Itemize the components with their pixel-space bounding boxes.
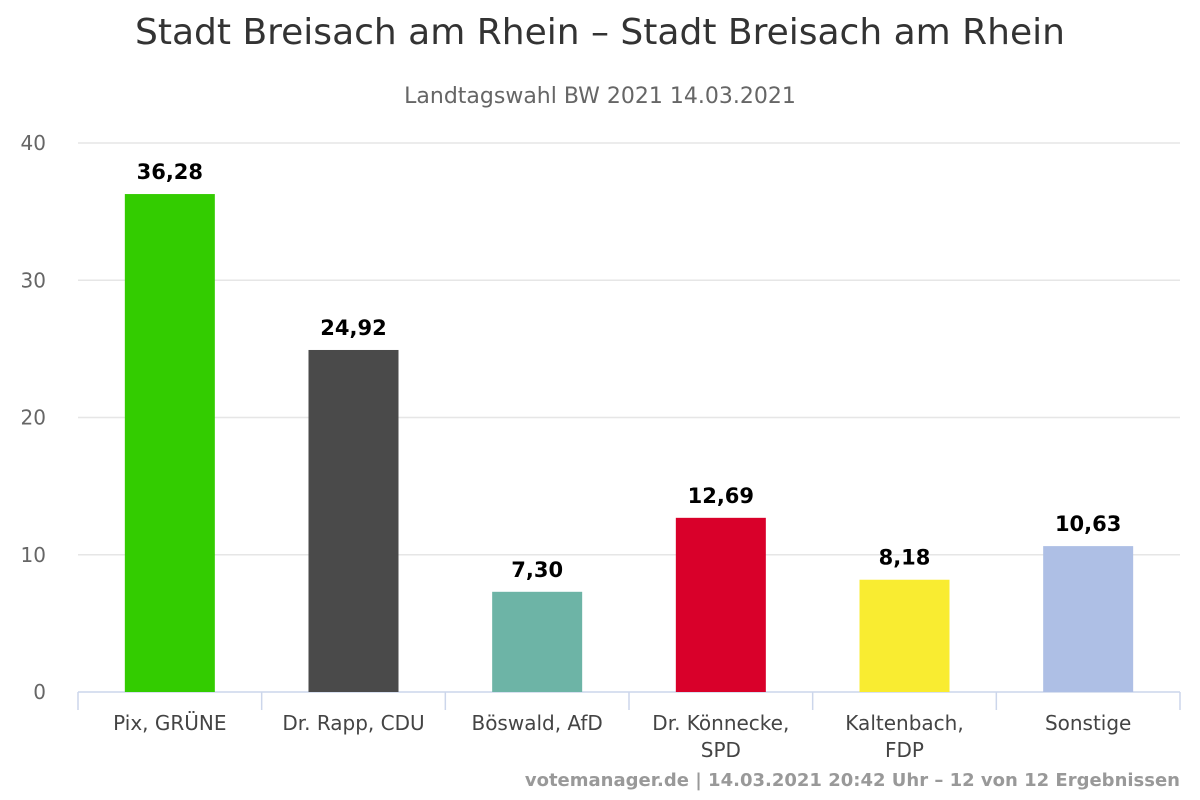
y-tick-label: 10 [21,543,46,567]
y-tick-label: 40 [21,131,46,155]
y-tick-label: 0 [33,680,46,704]
x-category-label: Kaltenbach, [845,711,963,735]
x-category-label: SPD [701,738,741,762]
data-label: 12,69 [688,484,754,508]
data-label: 8,18 [879,546,931,570]
chart-subtitle: Landtagswahl BW 2021 14.03.2021 [404,84,796,109]
bar-3 [492,591,583,692]
x-category-label: Sonstige [1045,711,1131,735]
y-tick-label: 20 [21,406,46,430]
bar-4 [675,517,766,692]
x-category-label: Dr. Könnecke, [652,711,789,735]
data-label: 10,63 [1055,512,1121,536]
data-label: 36,28 [137,160,203,184]
x-category-label: Dr. Rapp, CDU [282,711,424,735]
data-label: 7,30 [511,558,563,582]
y-tick-label: 30 [21,268,46,292]
bar-5 [859,579,950,692]
data-label: 24,92 [320,316,386,340]
chart-title: Stadt Breisach am Rhein – Stadt Breisach… [135,12,1065,53]
x-category-label: Böswald, AfD [471,711,602,735]
credits-link[interactable]: votemanager.de | 14.03.2021 20:42 Uhr – … [524,770,1180,791]
bar-6 [1043,546,1134,692]
x-category-label: FDP [885,738,924,762]
bar-1 [124,194,215,692]
x-category-label: Pix, GRÜNE [113,711,226,735]
bar-2 [308,349,399,692]
